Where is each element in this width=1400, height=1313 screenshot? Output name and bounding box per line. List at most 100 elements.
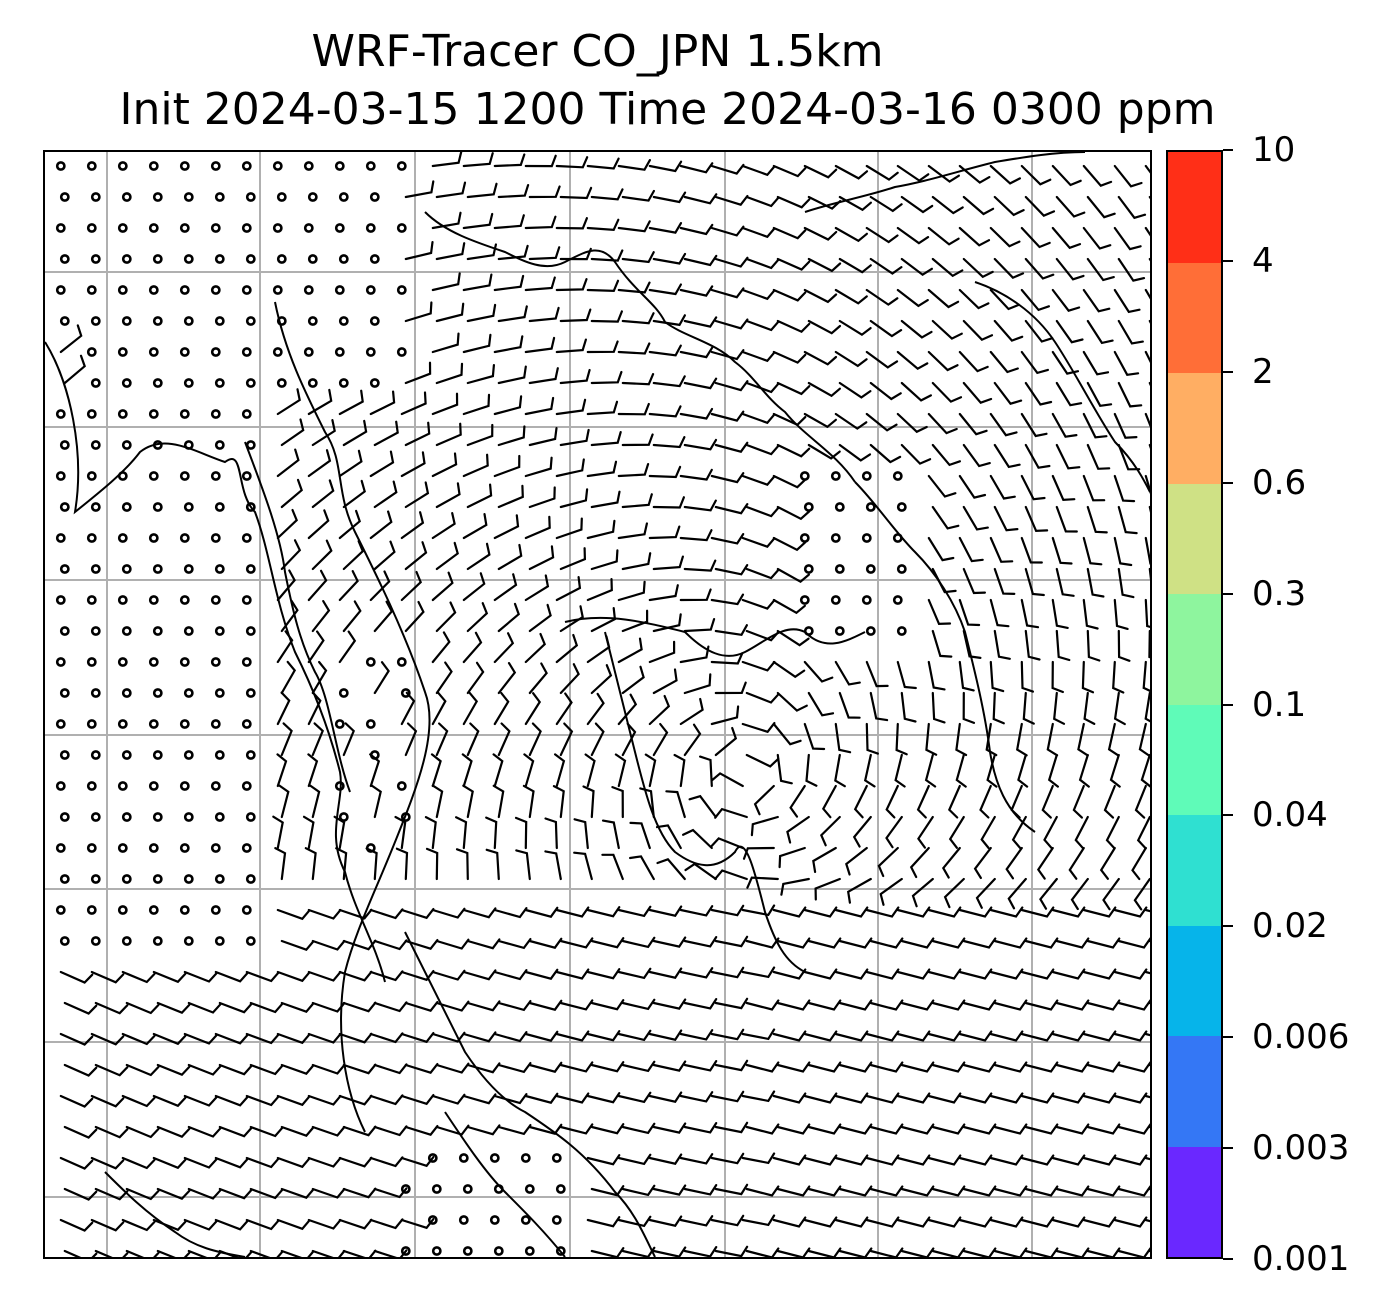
coastline-east-peninsula — [974, 281, 1150, 493]
wind-barb — [90, 1032, 125, 1046]
wind-barb — [834, 753, 846, 788]
wind-barb — [931, 505, 960, 530]
wind-barb — [218, 1187, 253, 1200]
wind-barb — [369, 908, 404, 920]
wind-barb — [993, 937, 1028, 949]
calm-wind-marker — [214, 316, 225, 326]
calm-wind-marker — [245, 316, 256, 326]
calm-wind-marker — [152, 936, 163, 946]
wind-barb — [648, 283, 682, 296]
wind-barb — [776, 1061, 811, 1073]
wind-barb — [1020, 412, 1048, 438]
wind-barb — [683, 998, 718, 1010]
wind-barb — [590, 1123, 625, 1135]
wind-barb — [679, 223, 714, 236]
wind-barb — [1117, 567, 1135, 599]
calm-wind-marker — [396, 347, 407, 357]
wind-barb — [276, 448, 300, 478]
wind-barb — [400, 970, 435, 982]
calm-wind-marker — [148, 409, 159, 419]
calm-wind-marker — [241, 347, 252, 357]
calm-wind-marker — [458, 1153, 469, 1163]
calm-wind-marker — [148, 161, 159, 171]
wind-barb — [807, 443, 841, 460]
calm-wind-marker — [179, 285, 190, 295]
calm-wind-marker — [86, 471, 97, 481]
calm-wind-marker — [183, 316, 194, 326]
wind-barb — [276, 691, 291, 726]
wind-barb — [962, 1247, 997, 1257]
wind-barb — [455, 848, 469, 881]
wind-barb — [338, 389, 364, 416]
wind-barb — [59, 1156, 94, 1170]
wind-barb — [931, 629, 953, 658]
wind-barb — [1086, 937, 1121, 949]
wind-barb — [63, 354, 86, 385]
calm-wind-marker — [152, 502, 163, 512]
wind-barb — [745, 1247, 780, 1257]
wind-barb — [865, 722, 879, 755]
wind-barb — [280, 539, 302, 571]
wind-barb — [431, 907, 466, 919]
wind-barb — [1136, 815, 1150, 850]
wind-barb — [497, 425, 526, 447]
calm-wind-marker — [148, 843, 159, 853]
wind-barb — [528, 427, 558, 447]
wind-barb — [745, 937, 780, 949]
calm-wind-marker — [365, 285, 376, 295]
calm-wind-marker — [396, 781, 407, 791]
wind-barb — [617, 159, 651, 171]
wind-barb — [992, 691, 1005, 725]
wind-barb — [710, 410, 745, 422]
wind-barb — [900, 1123, 935, 1135]
wind-barb — [900, 443, 932, 465]
wind-barb — [683, 673, 712, 695]
wind-barb — [462, 513, 488, 540]
wind-barb — [895, 722, 908, 756]
wind-barb — [586, 578, 613, 602]
calm-wind-marker — [334, 223, 345, 233]
wind-barb — [373, 420, 399, 447]
calm-wind-marker — [179, 347, 190, 357]
wind-barb — [1113, 1030, 1148, 1042]
wind-barb — [338, 630, 357, 664]
wind-barb — [962, 1123, 997, 1135]
wind-barb — [652, 1246, 687, 1257]
wind-barb — [617, 522, 648, 540]
wind-barb — [834, 722, 852, 754]
wind-barb — [544, 817, 558, 850]
wind-barb — [431, 784, 444, 819]
calm-wind-marker — [307, 378, 318, 388]
calm-wind-marker — [117, 347, 128, 357]
wind-barb — [648, 967, 683, 979]
wind-barb — [497, 365, 527, 385]
wind-barb — [1051, 1154, 1086, 1166]
wind-barb — [803, 164, 838, 179]
wind-barb — [683, 499, 717, 512]
wind-barb — [1082, 1092, 1117, 1104]
calm-wind-marker — [241, 285, 252, 295]
calm-wind-marker — [90, 316, 101, 326]
wind-barb — [834, 1216, 869, 1228]
wind-barb — [683, 936, 718, 948]
wind-barb — [435, 661, 453, 695]
wind-barb — [673, 753, 686, 788]
wind-barb — [710, 966, 745, 979]
colorbar-segment — [1168, 925, 1221, 1036]
calm-wind-marker — [520, 1153, 531, 1163]
calm-wind-marker — [55, 471, 66, 481]
calm-wind-marker — [152, 626, 163, 636]
calm-wind-marker — [86, 223, 97, 233]
calm-wind-marker — [183, 192, 194, 202]
calm-wind-marker — [334, 719, 345, 729]
wind-barb — [1082, 598, 1099, 630]
wind-barb — [1047, 753, 1059, 788]
wind-barb — [493, 969, 528, 981]
wind-barb — [152, 1094, 187, 1108]
wind-barb — [249, 1249, 284, 1257]
wind-barb — [741, 288, 776, 301]
wind-barb — [927, 164, 960, 183]
calm-wind-marker — [148, 533, 159, 543]
wind-barb — [1055, 257, 1085, 281]
wind-barb — [1020, 1216, 1055, 1228]
